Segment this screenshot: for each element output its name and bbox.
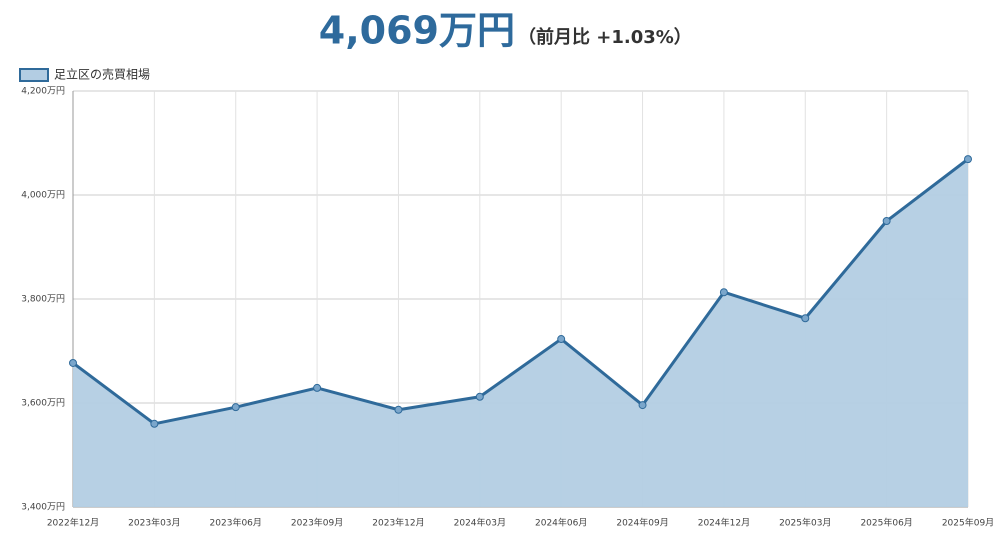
area — [73, 159, 968, 507]
point — [231, 403, 240, 412]
y-tick-label: 3,600万円 — [21, 398, 65, 409]
x-tick-label: 2023年06月 — [210, 517, 262, 529]
point — [882, 217, 891, 225]
x-tick-label: 2023年12月 — [372, 517, 424, 529]
legend-swatch — [19, 68, 49, 82]
point — [801, 314, 810, 323]
x-tick-label: 2023年09月 — [291, 517, 343, 529]
x-tick-label: 2025年06月 — [860, 517, 912, 529]
point — [719, 288, 728, 297]
x-tick-label: 2024年09月 — [616, 517, 668, 529]
point — [394, 405, 403, 414]
x-tick-label: 2024年06月 — [535, 517, 587, 529]
line — [72, 157, 969, 426]
y-tick-label: 3,800万円 — [21, 294, 65, 305]
chart-title: 4,069万円 — [319, 9, 515, 53]
x-tick-label: 2024年03月 — [454, 517, 506, 529]
y-tick-label: 4,200万円 — [21, 86, 65, 97]
y-tick-label: 4,000万円 — [21, 190, 65, 201]
point — [964, 155, 972, 164]
point — [313, 383, 322, 392]
x-tick-label: 2025年03月 — [779, 517, 831, 529]
point — [150, 419, 159, 428]
point — [638, 401, 647, 410]
chart-subtitle: （前月比 +1.03%） — [518, 26, 692, 48]
y-tick-label: 3,400万円 — [21, 502, 65, 513]
x-tick-label: 2025年09月 — [942, 517, 994, 529]
x-tick-label: 2022年12月 — [47, 517, 99, 529]
x-tick-label: 2023年03月 — [128, 517, 180, 529]
point — [475, 392, 484, 401]
legend-label: 足立区の売買相場 — [54, 67, 150, 82]
point — [557, 335, 566, 344]
x-tick-label: 2024年12月 — [698, 517, 750, 529]
point — [69, 358, 77, 367]
